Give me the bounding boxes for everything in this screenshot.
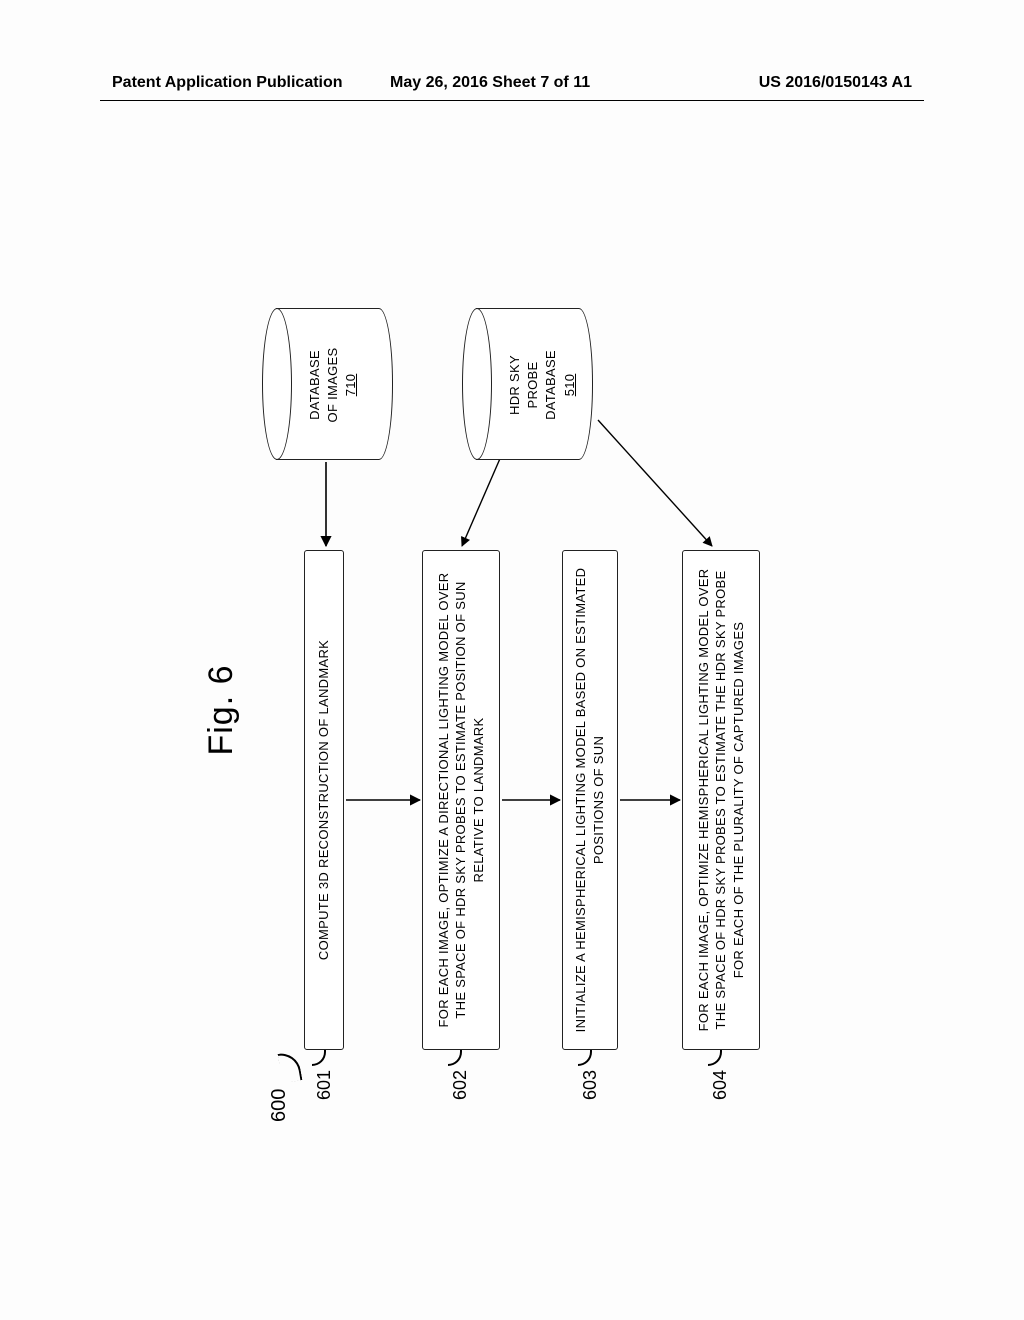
database-hdr-sky-line1: HDR SKY (507, 355, 522, 415)
step-4-text: FOR EACH IMAGE, OPTIMIZE HEMISPHERICAL L… (695, 563, 748, 1037)
database-hdr-sky-label: HDR SKY PROBE DATABASE 510 (506, 310, 579, 460)
step-2-text: FOR EACH IMAGE, OPTIMIZE A DIRECTIONAL L… (435, 563, 488, 1037)
step-4-box: FOR EACH IMAGE, OPTIMIZE HEMISPHERICAL L… (682, 550, 760, 1050)
database-hdr-sky-line2: PROBE (525, 362, 540, 409)
database-images: DATABASE OF IMAGES 710 (262, 310, 392, 460)
step-1-ref: 601 (314, 1070, 335, 1100)
database-images-line2: OF IMAGES (325, 348, 340, 423)
database-hdr-sky: HDR SKY PROBE DATABASE 510 (462, 310, 592, 460)
step-3-text: INITIALIZE A HEMISPHERICAL LIGHTING MODE… (572, 563, 607, 1037)
step-2-leader (448, 1048, 462, 1066)
arrow-dbhdr-step4 (598, 420, 712, 546)
step-4-leader (708, 1048, 722, 1066)
database-hdr-sky-line3: DATABASE (543, 350, 558, 420)
step-1-box: COMPUTE 3D RECONSTRUCTION OF LANDMARK (304, 550, 344, 1050)
arrow-dbhdr-step2 (462, 454, 502, 546)
step-1-text: COMPUTE 3D RECONSTRUCTION OF LANDMARK (315, 640, 333, 960)
step-4-ref: 604 (710, 1070, 731, 1100)
header-left: Patent Application Publication (112, 74, 343, 92)
ref-600-leader (278, 1050, 303, 1083)
header-rule (100, 100, 924, 101)
header-center: May 26, 2016 Sheet 7 of 11 (390, 74, 590, 92)
step-3-ref: 603 (580, 1070, 601, 1100)
step-2-ref: 602 (450, 1070, 471, 1100)
database-hdr-sky-ref: 510 (562, 374, 577, 397)
database-images-label: DATABASE OF IMAGES 710 (306, 310, 361, 460)
step-3-leader (578, 1048, 592, 1066)
step-1-leader (312, 1048, 326, 1066)
ref-600: 600 (268, 1089, 291, 1122)
flowchart: Fig. 6 600 601 602 603 604 COMPUTE 3D RE… (202, 280, 822, 1140)
step-3-box: INITIALIZE A HEMISPHERICAL LIGHTING MODE… (562, 550, 618, 1050)
database-images-ref: 710 (343, 374, 358, 397)
page: Patent Application Publication May 26, 2… (0, 0, 1024, 1320)
header-right: US 2016/0150143 A1 (759, 74, 912, 92)
diagram-wrapper: Fig. 6 600 601 602 603 604 COMPUTE 3D RE… (202, 280, 822, 1140)
step-2-box: FOR EACH IMAGE, OPTIMIZE A DIRECTIONAL L… (422, 550, 500, 1050)
database-images-line1: DATABASE (307, 350, 322, 420)
figure-title: Fig. 6 (202, 280, 241, 1140)
